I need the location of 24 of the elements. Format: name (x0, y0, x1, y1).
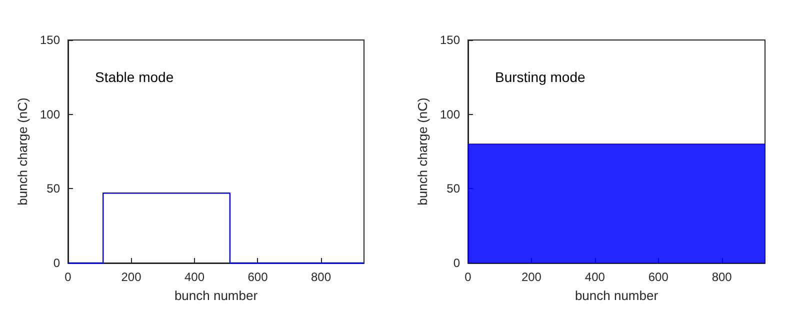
x-tick-label: 200 (121, 270, 142, 284)
x-tick-label: 800 (310, 270, 332, 284)
y-tick-label: 150 (40, 33, 60, 47)
x-tick-label: 800 (712, 270, 732, 284)
x-tick-label: 400 (184, 270, 205, 284)
x-tick-label: 400 (584, 270, 606, 284)
y-tick-label: 50 (446, 182, 460, 196)
y-tick-label: 50 (46, 182, 60, 196)
x-tick-label: 200 (521, 270, 542, 284)
y-tick-label: 0 (53, 256, 60, 270)
y-tick-label: 150 (440, 33, 460, 47)
y-tick-label: 100 (40, 107, 60, 122)
x-tick-label: 600 (648, 270, 669, 284)
annotation: Stable mode (95, 69, 174, 85)
x-tick-label: 0 (64, 270, 72, 284)
x-tick-label: 600 (248, 270, 268, 284)
x-axis-title: bunch number (574, 288, 659, 303)
x-axis-title: bunch number (174, 288, 258, 303)
y-axis-title: bunch charge (nC) (15, 98, 30, 206)
y-tick-label: 100 (440, 107, 460, 122)
x-tick-label: 0 (464, 270, 472, 284)
y-axis-title: bunch charge (nC) (415, 98, 430, 206)
y-tick-label: 0 (453, 256, 460, 270)
annotation: Bursting mode (495, 69, 586, 85)
